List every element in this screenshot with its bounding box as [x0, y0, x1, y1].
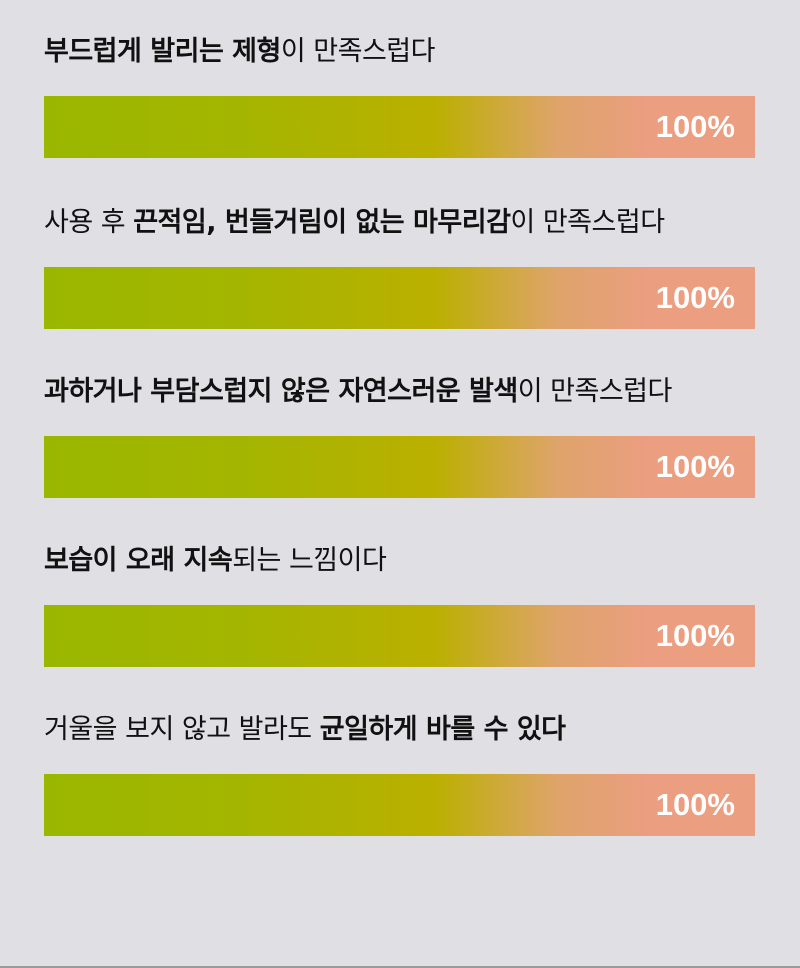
label-emphasis: 끈적임, 번들거림이 없는 마무리감	[133, 207, 511, 238]
bar-fill	[44, 436, 755, 498]
label-text: 되는 느낌이다	[232, 545, 387, 576]
label-text: 거울을 보지 않고 발라도	[44, 714, 320, 745]
bar-value-label: 100%	[655, 787, 735, 822]
question-label: 과하거나 부담스럽지 않은 자연스러운 발색이 만족스럽다	[44, 372, 755, 412]
question-label: 부드럽게 발리는 제형이 만족스럽다	[44, 32, 755, 72]
label-emphasis: 과하거나 부담스럽지 않은 자연스러운 발색	[44, 376, 518, 407]
survey-item: 보습이 오래 지속되는 느낌이다 100%	[44, 541, 755, 667]
survey-item: 과하거나 부담스럽지 않은 자연스러운 발색이 만족스럽다 100%	[44, 372, 755, 498]
bar-fill	[44, 774, 755, 836]
bar-track: 100%	[44, 436, 755, 498]
label-emphasis: 균일하게 바를 수 있다	[319, 714, 566, 745]
bottom-divider	[0, 966, 800, 968]
bar-track: 100%	[44, 267, 755, 329]
bar-value-label: 100%	[655, 618, 735, 653]
question-label: 사용 후 끈적임, 번들거림이 없는 마무리감이 만족스럽다	[44, 203, 755, 243]
bar-track: 100%	[44, 96, 755, 158]
label-text: 사용 후	[44, 207, 134, 238]
bar-track: 100%	[44, 774, 755, 836]
bar-fill	[44, 96, 755, 158]
bar-value-label: 100%	[655, 449, 735, 484]
question-label: 보습이 오래 지속되는 느낌이다	[44, 541, 755, 581]
bar-fill	[44, 605, 755, 667]
bar-value-label: 100%	[655, 109, 735, 144]
question-label: 거울을 보지 않고 발라도 균일하게 바를 수 있다	[44, 710, 755, 750]
survey-item: 부드럽게 발리는 제형이 만족스럽다 100%	[44, 32, 755, 158]
bar-fill	[44, 267, 755, 329]
label-text: 이 만족스럽다	[510, 207, 665, 238]
label-emphasis: 부드럽게 발리는 제형	[44, 36, 281, 67]
bar-track: 100%	[44, 605, 755, 667]
bar-value-label: 100%	[655, 280, 735, 315]
label-emphasis: 보습이 오래 지속	[44, 545, 233, 576]
label-text: 이 만족스럽다	[517, 376, 673, 407]
label-text: 이 만족스럽다	[280, 36, 436, 67]
survey-item: 거울을 보지 않고 발라도 균일하게 바를 수 있다 100%	[44, 710, 755, 836]
survey-item: 사용 후 끈적임, 번들거림이 없는 마무리감이 만족스럽다 100%	[44, 203, 755, 329]
